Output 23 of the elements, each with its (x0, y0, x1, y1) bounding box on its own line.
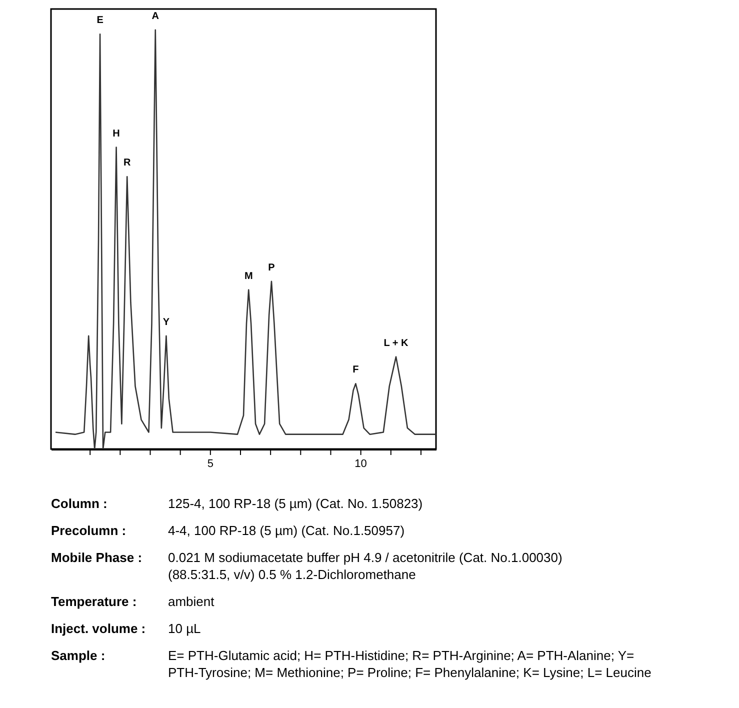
text: 125-4, 100 RP-18 (5 µm) (Cat. No. 1.50823) (168, 496, 423, 511)
text: Mobile Phase : (51, 550, 142, 565)
x-tick-label: 10 (354, 458, 367, 470)
text: 10 µL (168, 621, 201, 636)
text: E= PTH-Glutamic acid; H= PTH-Histidine; R= PTH-Arginine; A= PTH-Alanine; Y= PTH-Tyrosine; M= Methionine; P= Proline; F= Phenylalanine; K= Lysine; L= Leucine (168, 648, 652, 680)
text: Inject. volume : (51, 621, 146, 636)
text: 4-4, 100 RP-18 (5 µm) (Cat. No.1.50957) (168, 523, 405, 538)
annotation: L + K (384, 338, 410, 349)
annotation: Y (162, 316, 170, 328)
text: Temperature : (51, 594, 137, 609)
annotation: A (152, 10, 159, 22)
annotation: R (123, 158, 132, 169)
annotation: E (96, 15, 104, 26)
annotation: M (244, 270, 253, 282)
annotation: F (352, 364, 359, 376)
text: Precolumn : (51, 523, 126, 538)
text: Column : (51, 496, 108, 511)
annotation: H (112, 128, 120, 140)
text: 0.021 M sodiumacetate buffer pH 4.9 / acetonitrile (Cat. No.1.00030) (88.5:31.5, v/v) 0.5 % 1.2-Dichloromethane (168, 550, 562, 582)
text: Sample : (51, 648, 106, 663)
text: ambient (168, 594, 215, 609)
x-tick-label: 5 (207, 458, 214, 470)
annotation: P (268, 262, 276, 274)
